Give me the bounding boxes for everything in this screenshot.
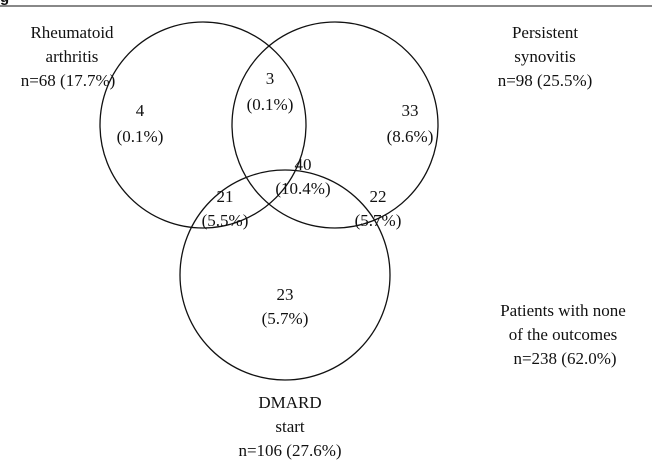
none-label: of the outcomes: [509, 325, 618, 344]
none-label: Patients with none: [500, 301, 626, 320]
set-label: Rheumatoid: [30, 23, 114, 42]
region-count: 4: [136, 101, 145, 120]
set-count: n=106 (27.6%): [238, 441, 341, 460]
region-percent: (5.7%): [355, 211, 402, 230]
set-label: arthritis: [46, 47, 99, 66]
set-label: Persistent: [512, 23, 578, 42]
region-count: 40: [295, 155, 312, 174]
set-circle: [179, 169, 391, 381]
set-label: DMARD: [258, 393, 321, 412]
set-count: n=68 (17.7%): [21, 71, 116, 90]
set-label: start: [275, 417, 305, 436]
region-percent: (0.1%): [247, 95, 294, 114]
region-percent: (8.6%): [387, 127, 434, 146]
region-percent: (5.5%): [202, 211, 249, 230]
none-count: n=238 (62.0%): [513, 349, 616, 368]
region-percent: (5.7%): [262, 309, 309, 328]
set-circle: [99, 21, 307, 229]
region-count: 3: [266, 69, 275, 88]
region-percent: (0.1%): [117, 127, 164, 146]
set-count: n=98 (25.5%): [498, 71, 593, 90]
set-label: synovitis: [514, 47, 575, 66]
region-percent: (10.4%): [275, 179, 330, 198]
region-count: 22: [370, 187, 387, 206]
region-count: 21: [217, 187, 234, 206]
region-count: 33: [402, 101, 419, 120]
region-count: 23: [277, 285, 294, 304]
header-fragment: g: [0, 0, 9, 6]
set-circle: [231, 21, 439, 229]
